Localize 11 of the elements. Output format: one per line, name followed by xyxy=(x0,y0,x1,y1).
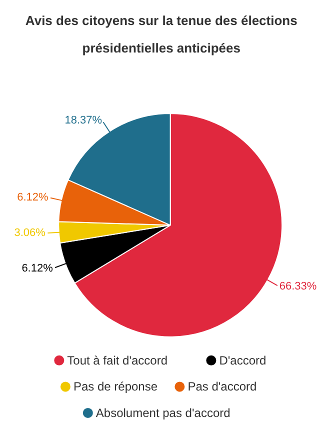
data-label: 18.37% xyxy=(64,114,102,126)
legend-label: Pas d'accord xyxy=(188,380,257,394)
chart-title: Avis des citoyens sur la tenue des élections présidentielles anticipées xyxy=(25,13,298,56)
legend-label: D'accord xyxy=(219,353,266,368)
data-label: 66.33% xyxy=(279,280,317,293)
legend-label: Pas de réponse xyxy=(73,380,158,394)
data-label: 6.12% xyxy=(22,262,54,274)
data-label: 6.12% xyxy=(17,191,49,204)
data-label: 3.06% xyxy=(14,227,46,240)
legend-label: Absolument pas d'accord xyxy=(96,406,230,420)
legend-label: Tout à fait d'accord xyxy=(67,353,168,368)
